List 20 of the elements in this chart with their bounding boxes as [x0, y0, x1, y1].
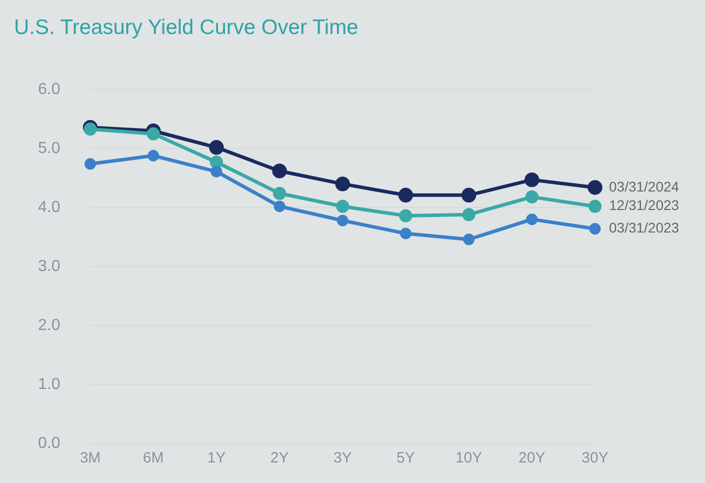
y-tick-label: 4.0 [38, 198, 60, 216]
y-tick-label: 0.0 [38, 434, 60, 452]
chart-title: U.S. Treasury Yield Curve Over Time [14, 16, 358, 40]
x-tick-label: 10Y [455, 450, 482, 467]
y-tick-label: 3.0 [38, 258, 60, 275]
x-tick-label: 2Y [270, 450, 289, 467]
x-tick-label: 20Y [518, 450, 546, 467]
y-tick-label: 5.0 [38, 140, 60, 157]
series-label: 12/31/2023 [609, 197, 680, 214]
x-tick-label: 1Y [207, 450, 226, 467]
y-tick-label: 6.0 [38, 81, 60, 98]
x-tick-label: 30Y [582, 450, 608, 467]
x-tick-label: 3Y [333, 450, 352, 467]
x-tick-label: 5Y [396, 450, 415, 467]
series-label: 03/31/2024 [609, 178, 680, 194]
x-tick-label: 6M [142, 450, 164, 467]
y-tick-label: 2.0 [38, 316, 60, 334]
x-tick-label: 3M [80, 450, 101, 467]
series-label: 03/31/2023 [609, 220, 680, 236]
y-tick-label: 1.0 [38, 376, 60, 393]
